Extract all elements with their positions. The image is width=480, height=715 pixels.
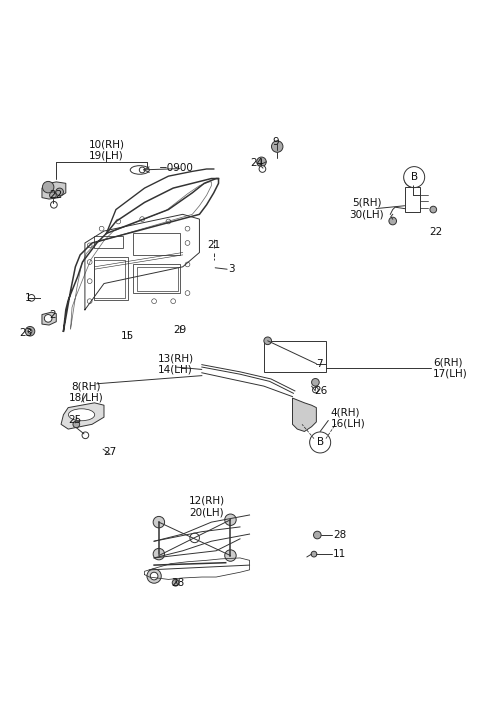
Circle shape (312, 387, 318, 393)
Circle shape (153, 516, 165, 528)
Circle shape (49, 192, 56, 199)
Circle shape (185, 291, 190, 295)
Text: 22: 22 (49, 190, 63, 200)
Text: 25: 25 (69, 415, 82, 425)
Circle shape (430, 206, 437, 213)
Circle shape (87, 299, 92, 304)
Circle shape (44, 315, 52, 322)
Circle shape (310, 433, 327, 450)
Circle shape (152, 299, 156, 304)
Circle shape (312, 378, 319, 386)
Text: 12(RH)
20(LH): 12(RH) 20(LH) (189, 495, 225, 517)
Circle shape (259, 166, 266, 172)
Polygon shape (61, 403, 104, 429)
Text: 27: 27 (104, 447, 117, 457)
Text: 22: 22 (429, 227, 442, 237)
Circle shape (139, 167, 145, 173)
Circle shape (87, 243, 92, 247)
Circle shape (171, 299, 176, 304)
Circle shape (172, 579, 179, 586)
Text: −0900: −0900 (159, 163, 194, 173)
Circle shape (87, 279, 92, 284)
Circle shape (185, 240, 190, 245)
Circle shape (404, 170, 421, 187)
Circle shape (87, 260, 92, 265)
Circle shape (99, 226, 104, 231)
Text: 28: 28 (171, 578, 185, 588)
Text: 9: 9 (273, 137, 279, 147)
Text: 8(RH)
18(LH): 8(RH) 18(LH) (69, 381, 104, 403)
Text: 6(RH)
17(LH): 6(RH) 17(LH) (433, 358, 468, 379)
Circle shape (56, 188, 63, 196)
Circle shape (28, 330, 32, 333)
Text: 11: 11 (333, 549, 346, 559)
Circle shape (185, 262, 190, 267)
Ellipse shape (69, 409, 95, 420)
Bar (95, 260, 125, 298)
Circle shape (25, 327, 35, 336)
Bar (137, 267, 178, 291)
Circle shape (225, 550, 236, 561)
Circle shape (313, 531, 321, 539)
Bar (132, 233, 180, 255)
Text: B: B (410, 172, 418, 182)
Text: 10(RH)
19(LH): 10(RH) 19(LH) (88, 139, 124, 161)
Polygon shape (42, 312, 56, 325)
Text: 15: 15 (121, 331, 134, 341)
Circle shape (82, 432, 89, 438)
Circle shape (404, 167, 425, 187)
Circle shape (272, 141, 283, 152)
Text: 29: 29 (174, 325, 187, 335)
Ellipse shape (130, 166, 149, 174)
Text: 7: 7 (316, 359, 323, 369)
Circle shape (50, 202, 57, 208)
Circle shape (153, 548, 165, 560)
Text: 1: 1 (24, 293, 31, 303)
Bar (95, 236, 123, 247)
Text: 5(RH)
30(LH): 5(RH) 30(LH) (349, 198, 384, 220)
Circle shape (42, 182, 54, 193)
Text: 4(RH)
16(LH): 4(RH) 16(LH) (331, 408, 365, 429)
Polygon shape (292, 398, 316, 431)
Text: 28: 28 (333, 530, 346, 540)
Circle shape (225, 514, 236, 526)
Bar (132, 265, 180, 293)
Circle shape (185, 226, 190, 231)
Circle shape (389, 217, 396, 225)
Bar (264, 341, 326, 372)
Text: 2: 2 (49, 310, 56, 320)
Circle shape (28, 295, 35, 301)
Circle shape (190, 533, 199, 543)
Polygon shape (42, 182, 66, 199)
Circle shape (116, 219, 120, 224)
Bar (405, 187, 420, 212)
Circle shape (264, 337, 272, 345)
Text: 24: 24 (250, 158, 264, 168)
Text: 21: 21 (207, 240, 220, 250)
Text: 13(RH)
14(LH): 13(RH) 14(LH) (157, 353, 193, 375)
Circle shape (310, 432, 331, 453)
Circle shape (140, 217, 144, 222)
Circle shape (147, 569, 161, 583)
Text: 3: 3 (228, 265, 235, 275)
Text: 26: 26 (314, 386, 328, 396)
Circle shape (311, 551, 317, 557)
Circle shape (73, 421, 80, 428)
Circle shape (166, 219, 171, 224)
Bar (95, 257, 128, 300)
Circle shape (150, 572, 158, 580)
Circle shape (257, 157, 266, 167)
Text: B: B (317, 438, 324, 448)
Text: 23: 23 (20, 327, 33, 337)
